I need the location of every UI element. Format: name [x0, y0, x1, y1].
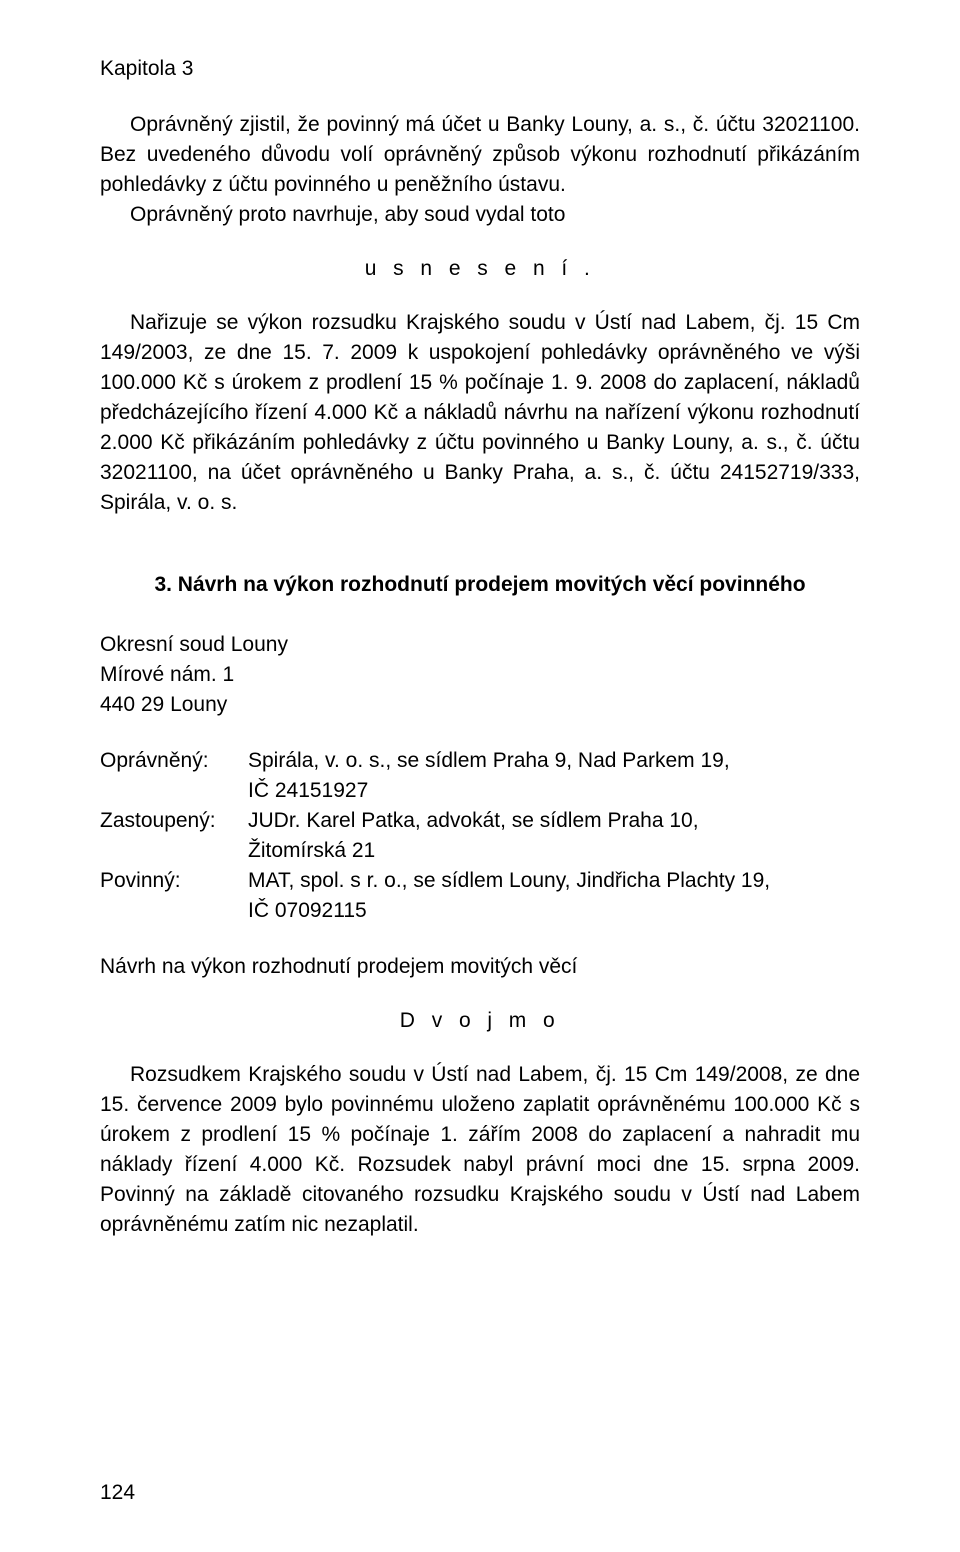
- paragraph-4: Rozsudkem Krajského soudu v Ústí nad Lab…: [100, 1060, 860, 1240]
- dvojmo-heading: D v o j m o: [100, 1006, 860, 1036]
- address-line-1: Okresní soud Louny: [100, 630, 860, 660]
- opravneny-line-2: IČ 24151927: [248, 776, 860, 806]
- court-address: Okresní soud Louny Mírové nám. 1 440 29 …: [100, 630, 860, 720]
- paragraph-3: Nařizuje se výkon rozsudku Krajského sou…: [100, 308, 860, 518]
- address-line-3: 440 29 Louny: [100, 690, 860, 720]
- paragraph-2: Oprávněný proto navrhuje, aby soud vydal…: [100, 200, 860, 230]
- opravneny-label: Oprávněný:: [100, 746, 248, 776]
- povinny-line-1: MAT, spol. s r. o., se sídlem Louny, Jin…: [248, 866, 860, 896]
- opravneny-row: Oprávněný: Spirála, v. o. s., se sídlem …: [100, 746, 860, 776]
- opravneny-line-1: Spirála, v. o. s., se sídlem Praha 9, Na…: [248, 746, 860, 776]
- page-number: 124: [100, 1478, 135, 1508]
- povinny-label: Povinný:: [100, 866, 248, 896]
- page: Kapitola 3 Oprávněný zjistil, že povinný…: [0, 0, 960, 1552]
- zastoupeny-label: Zastoupený:: [100, 806, 248, 836]
- parties-block: Oprávněný: Spirála, v. o. s., se sídlem …: [100, 746, 860, 926]
- paragraph-1: Oprávněný zjistil, že povinný má účet u …: [100, 110, 860, 200]
- section-3-heading: 3. Návrh na výkon rozhodnutí prodejem mo…: [100, 570, 860, 600]
- zastoupeny-line-2: Žitomírská 21: [248, 836, 860, 866]
- address-line-2: Mírové nám. 1: [100, 660, 860, 690]
- povinny-line-2: IČ 07092115: [248, 896, 860, 926]
- chapter-label: Kapitola 3: [100, 54, 860, 84]
- zastoupeny-row: Zastoupený: JUDr. Karel Patka, advokát, …: [100, 806, 860, 836]
- navrh-line: Návrh na výkon rozhodnutí prodejem movit…: [100, 952, 860, 982]
- usneseni-heading: u s n e s e n í .: [100, 254, 860, 284]
- povinny-row: Povinný: MAT, spol. s r. o., se sídlem L…: [100, 866, 860, 896]
- zastoupeny-line-1: JUDr. Karel Patka, advokát, se sídlem Pr…: [248, 806, 860, 836]
